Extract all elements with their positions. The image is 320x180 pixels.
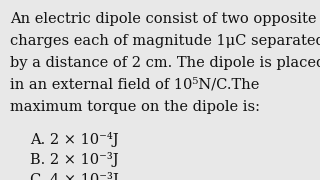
Text: A. 2 × 10⁻⁴J: A. 2 × 10⁻⁴J: [30, 132, 119, 147]
Text: charges each of magnitude 1μC separated: charges each of magnitude 1μC separated: [10, 34, 320, 48]
Text: by a distance of 2 cm. The dipole is placed: by a distance of 2 cm. The dipole is pla…: [10, 56, 320, 70]
Text: B. 2 × 10⁻³J: B. 2 × 10⁻³J: [30, 152, 119, 167]
Text: maximum torque on the dipole is:: maximum torque on the dipole is:: [10, 100, 260, 114]
Text: in an external field of 10⁵N/C.The: in an external field of 10⁵N/C.The: [10, 78, 260, 92]
Text: An electric dipole consist of two opposite: An electric dipole consist of two opposi…: [10, 12, 316, 26]
Text: C. 4 × 10⁻³J: C. 4 × 10⁻³J: [30, 172, 119, 180]
